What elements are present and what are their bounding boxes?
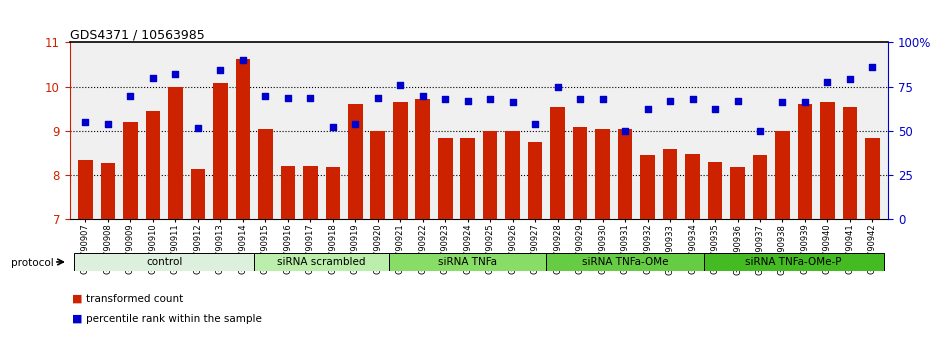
Bar (640, 155, 655, 219)
Point (370, 95, 385, 101)
Bar (416, 99, 430, 219)
Point (662, 98, 677, 104)
Bar (393, 102, 407, 219)
Bar (303, 166, 318, 219)
Bar (348, 104, 363, 219)
Point (78, 119, 93, 125)
Bar (370, 131, 385, 219)
Bar (730, 167, 745, 219)
Point (505, 99, 520, 105)
Bar (547, 253, 704, 271)
Bar (528, 142, 542, 219)
Bar (573, 127, 588, 219)
Bar (865, 138, 880, 219)
Point (258, 94, 272, 99)
Point (392, 82, 407, 87)
Point (438, 96, 453, 102)
Text: percentile rank within the sample: percentile rank within the sample (86, 314, 261, 324)
Bar (123, 122, 138, 219)
Point (416, 94, 431, 99)
Bar (281, 166, 295, 219)
Point (551, 84, 565, 90)
Point (865, 64, 880, 70)
Bar (74, 253, 254, 271)
Point (775, 99, 790, 105)
Bar (438, 138, 453, 219)
Point (640, 106, 655, 112)
Bar (663, 149, 677, 219)
Bar (505, 131, 520, 219)
Bar (618, 129, 632, 219)
Point (213, 67, 228, 73)
Text: siRNA TNFa-OMe: siRNA TNFa-OMe (582, 257, 669, 267)
Point (460, 98, 475, 104)
Bar (254, 253, 389, 271)
Text: ■: ■ (72, 294, 82, 304)
Bar (551, 107, 565, 219)
Text: ■: ■ (72, 314, 82, 324)
Point (527, 121, 542, 127)
Bar (326, 167, 340, 219)
Bar (483, 131, 498, 219)
Point (752, 128, 767, 134)
Point (595, 96, 610, 102)
Point (100, 121, 115, 127)
Point (326, 124, 340, 130)
Point (145, 75, 160, 81)
Point (235, 57, 250, 63)
Point (685, 96, 700, 102)
Bar (776, 131, 790, 219)
Text: protocol: protocol (11, 258, 54, 268)
Bar (708, 162, 723, 219)
Point (483, 96, 498, 102)
Point (730, 98, 745, 104)
Point (281, 95, 296, 101)
Bar (843, 107, 857, 219)
Point (191, 125, 206, 131)
Point (618, 128, 632, 134)
Text: siRNA TNFa-OMe-P: siRNA TNFa-OMe-P (746, 257, 842, 267)
Bar (78, 160, 93, 219)
Point (820, 80, 835, 85)
Text: GDS4371 / 10563985: GDS4371 / 10563985 (70, 28, 205, 41)
Point (798, 99, 813, 105)
Bar (798, 104, 812, 219)
Text: control: control (146, 257, 182, 267)
Point (573, 96, 588, 102)
Bar (168, 87, 182, 219)
Text: siRNA scrambled: siRNA scrambled (277, 257, 365, 267)
Bar (389, 253, 547, 271)
Bar (685, 154, 700, 219)
Bar (213, 83, 228, 219)
Bar (820, 102, 835, 219)
Point (348, 121, 363, 127)
Bar (235, 59, 250, 219)
Point (168, 72, 183, 77)
Bar (146, 111, 160, 219)
Bar (704, 253, 884, 271)
Point (123, 93, 138, 98)
Bar (595, 129, 610, 219)
Bar (100, 163, 115, 219)
Text: transformed count: transformed count (86, 294, 183, 304)
Text: siRNA TNFa: siRNA TNFa (438, 257, 498, 267)
Point (843, 76, 857, 81)
Bar (460, 138, 475, 219)
Bar (258, 129, 272, 219)
Point (303, 95, 318, 101)
Bar (191, 169, 206, 219)
Bar (752, 155, 767, 219)
Point (708, 106, 723, 112)
